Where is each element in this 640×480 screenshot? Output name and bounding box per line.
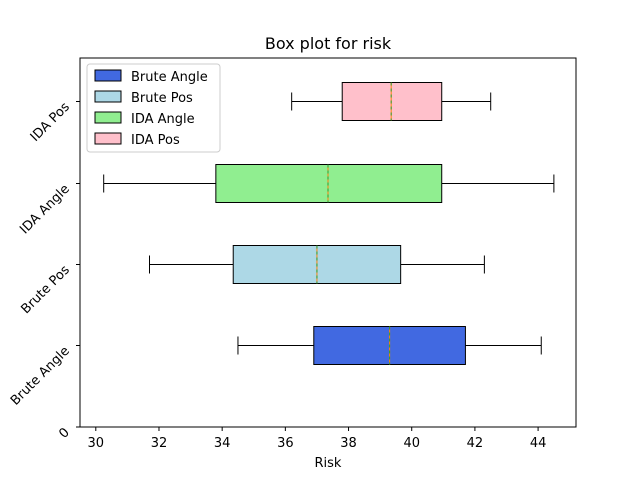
x-tick-label-34: 34 bbox=[214, 436, 231, 451]
ida-pos-box bbox=[341, 82, 443, 121]
chart-title: Box plot for risk bbox=[265, 34, 392, 53]
legend-label-brute-angle: Brute Angle bbox=[131, 70, 208, 85]
legend-swatch-brute-pos bbox=[94, 90, 122, 103]
legend-frame bbox=[86, 63, 221, 153]
x-tick-label-30: 30 bbox=[88, 436, 105, 451]
x-tick-label-42: 42 bbox=[467, 436, 484, 451]
x-tick-label-36: 36 bbox=[277, 436, 294, 451]
legend-label-ida-pos: IDA Pos bbox=[131, 133, 180, 148]
legend-swatch-ida-angle bbox=[94, 111, 122, 124]
x-axis-label: Risk bbox=[315, 456, 342, 471]
legend: Brute Angle Brute Pos IDA Angle IDA Pos bbox=[86, 63, 221, 153]
legend-swatch-ida-pos bbox=[94, 132, 122, 145]
plot-frame bbox=[79, 57, 577, 428]
legend-label-brute-pos: Brute Pos bbox=[131, 91, 193, 106]
x-tick-label-44: 44 bbox=[530, 436, 547, 451]
plot-area bbox=[103, 82, 555, 365]
x-tick-label-40: 40 bbox=[403, 436, 420, 451]
legend-swatch-brute-angle bbox=[94, 69, 122, 82]
legend-label-ida-angle: IDA Angle bbox=[131, 112, 195, 127]
x-tick-label-32: 32 bbox=[151, 436, 168, 451]
ida-angle-box bbox=[215, 164, 443, 203]
x-tick-label-38: 38 bbox=[340, 436, 357, 451]
